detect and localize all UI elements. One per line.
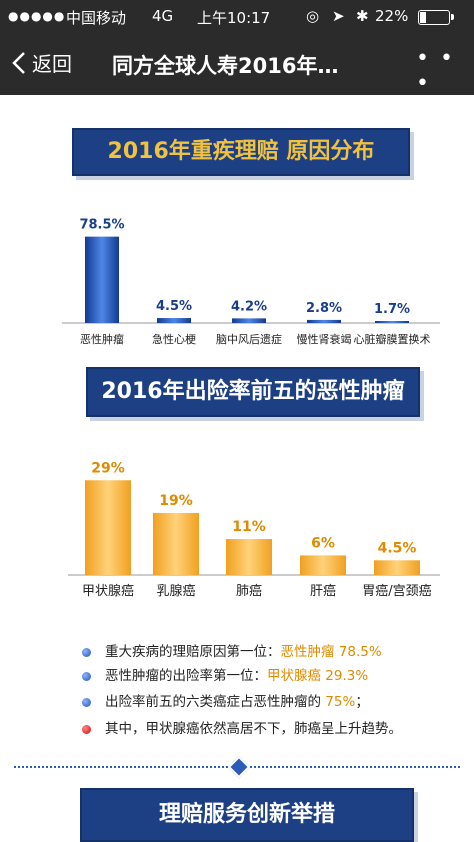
data-label: 4.5% — [378, 540, 417, 556]
back-button[interactable]: 返回 — [12, 48, 72, 77]
data-label: 6% — [311, 535, 335, 551]
bar — [157, 318, 191, 323]
category-label: 胃癌/宫颈癌 — [362, 583, 431, 599]
clock: 上午10:17 — [197, 9, 271, 27]
bullet-dot-icon — [82, 647, 91, 657]
carrier-label: 中国移动 — [66, 9, 127, 27]
summary-item: 重大疾病的理赔原因第一位：恶性肿瘤 78.5% — [82, 640, 382, 660]
section-title-claims: 2016年重疾理赔 原因分布 — [107, 139, 375, 164]
data-label: 4.2% — [231, 299, 267, 314]
data-label: 4.5% — [156, 299, 192, 314]
summary-item: 其中，甲状腺癌依然高居不下，肺癌呈上升趋势。 — [82, 717, 402, 737]
summary-item: 出险率前五的六类癌症占恶性肿瘤的 75%； — [82, 690, 369, 710]
bullet-dot-icon — [82, 671, 91, 681]
status-bar: ●●●●● 中国移动 4G 上午10:17 ◎ ➤ ✱ 22% — [0, 0, 474, 32]
category-label: 甲状腺癌 — [82, 583, 134, 599]
signal-dots: ●●●●● — [8, 9, 66, 23]
category-label: 肺癌 — [236, 583, 262, 599]
bar — [85, 236, 119, 323]
section-banner-claims: 2016年重疾理赔 原因分布 — [72, 128, 410, 176]
data-label: 11% — [232, 519, 266, 535]
bullet-dot-icon — [82, 724, 91, 734]
data-label: 29% — [91, 460, 125, 476]
page-title: 同方全球人寿2016年… — [112, 54, 339, 78]
claims-cause-chart: 78.5% 恶性肿瘤 4.5% 急性心梗 4.2% 脑中风后遗症 2.8% 慢性肾衰竭 1.7%… — [62, 218, 440, 346]
divider-diamond-icon — [227, 755, 251, 779]
bullet-dot-icon — [82, 697, 91, 707]
summary-item: 恶性肿瘤的出险率第一位：甲状腺癌 29.3% — [82, 664, 368, 684]
bar — [153, 512, 199, 575]
section-banner-innovation: 理赔服务创新举措 — [80, 788, 414, 842]
bar — [232, 318, 266, 323]
section-title-tumors: 2016年出险率前五的恶性肿瘤 — [101, 379, 405, 404]
article-content: 2016年重疾理赔 原因分布 78.5% 恶性肿瘤 4.5% 急性心梗 4.2% 脑中风后… — [0, 95, 474, 842]
category-label: 心脏瓣膜置换术 — [354, 332, 431, 346]
bluetooth-icon: ✱ — [356, 7, 369, 25]
location-icon: ➤ — [332, 7, 345, 25]
chevron-left-icon — [12, 51, 25, 74]
orientation-lock-icon: ◎ — [306, 7, 320, 25]
section-banner-tumors: 2016年出险率前五的恶性肿瘤 — [86, 367, 420, 417]
data-label: 19% — [159, 493, 193, 509]
category-label: 慢性肾衰竭 — [297, 332, 352, 346]
category-label: 恶性肿瘤 — [80, 332, 124, 346]
top5-tumors-chart: 29% 甲状腺癌 19% 乳腺癌 11% 肺癌 6% 肝癌 4.5% 胃癌/宫颈癌 — [68, 460, 440, 599]
bar — [85, 480, 131, 575]
bar — [226, 539, 272, 575]
back-label: 返回 — [32, 52, 72, 76]
category-label: 肝癌 — [310, 583, 336, 599]
more-menu-button[interactable]: • • • — [416, 46, 455, 96]
category-label: 乳腺癌 — [156, 583, 195, 599]
category-label: 脑中风后遗症 — [216, 332, 282, 346]
nav-bar: 返回 同方全球人寿2016年… • • • — [0, 40, 474, 96]
battery-icon — [418, 10, 454, 25]
network-label: 4G — [152, 7, 174, 25]
battery-percent: 22% — [375, 7, 409, 25]
data-label: 1.7% — [374, 302, 410, 317]
section-title-innovation: 理赔服务创新举措 — [158, 802, 335, 827]
data-label: 2.8% — [306, 301, 342, 316]
bar — [374, 560, 420, 575]
top-bar: ●●●●● 中国移动 4G 上午10:17 ◎ ➤ ✱ 22% 返回 同方全球人… — [0, 0, 474, 96]
bar — [300, 555, 346, 575]
category-label: 急性心梗 — [152, 332, 196, 346]
bar — [375, 321, 409, 323]
bar — [307, 319, 341, 323]
data-label: 78.5% — [79, 218, 124, 233]
